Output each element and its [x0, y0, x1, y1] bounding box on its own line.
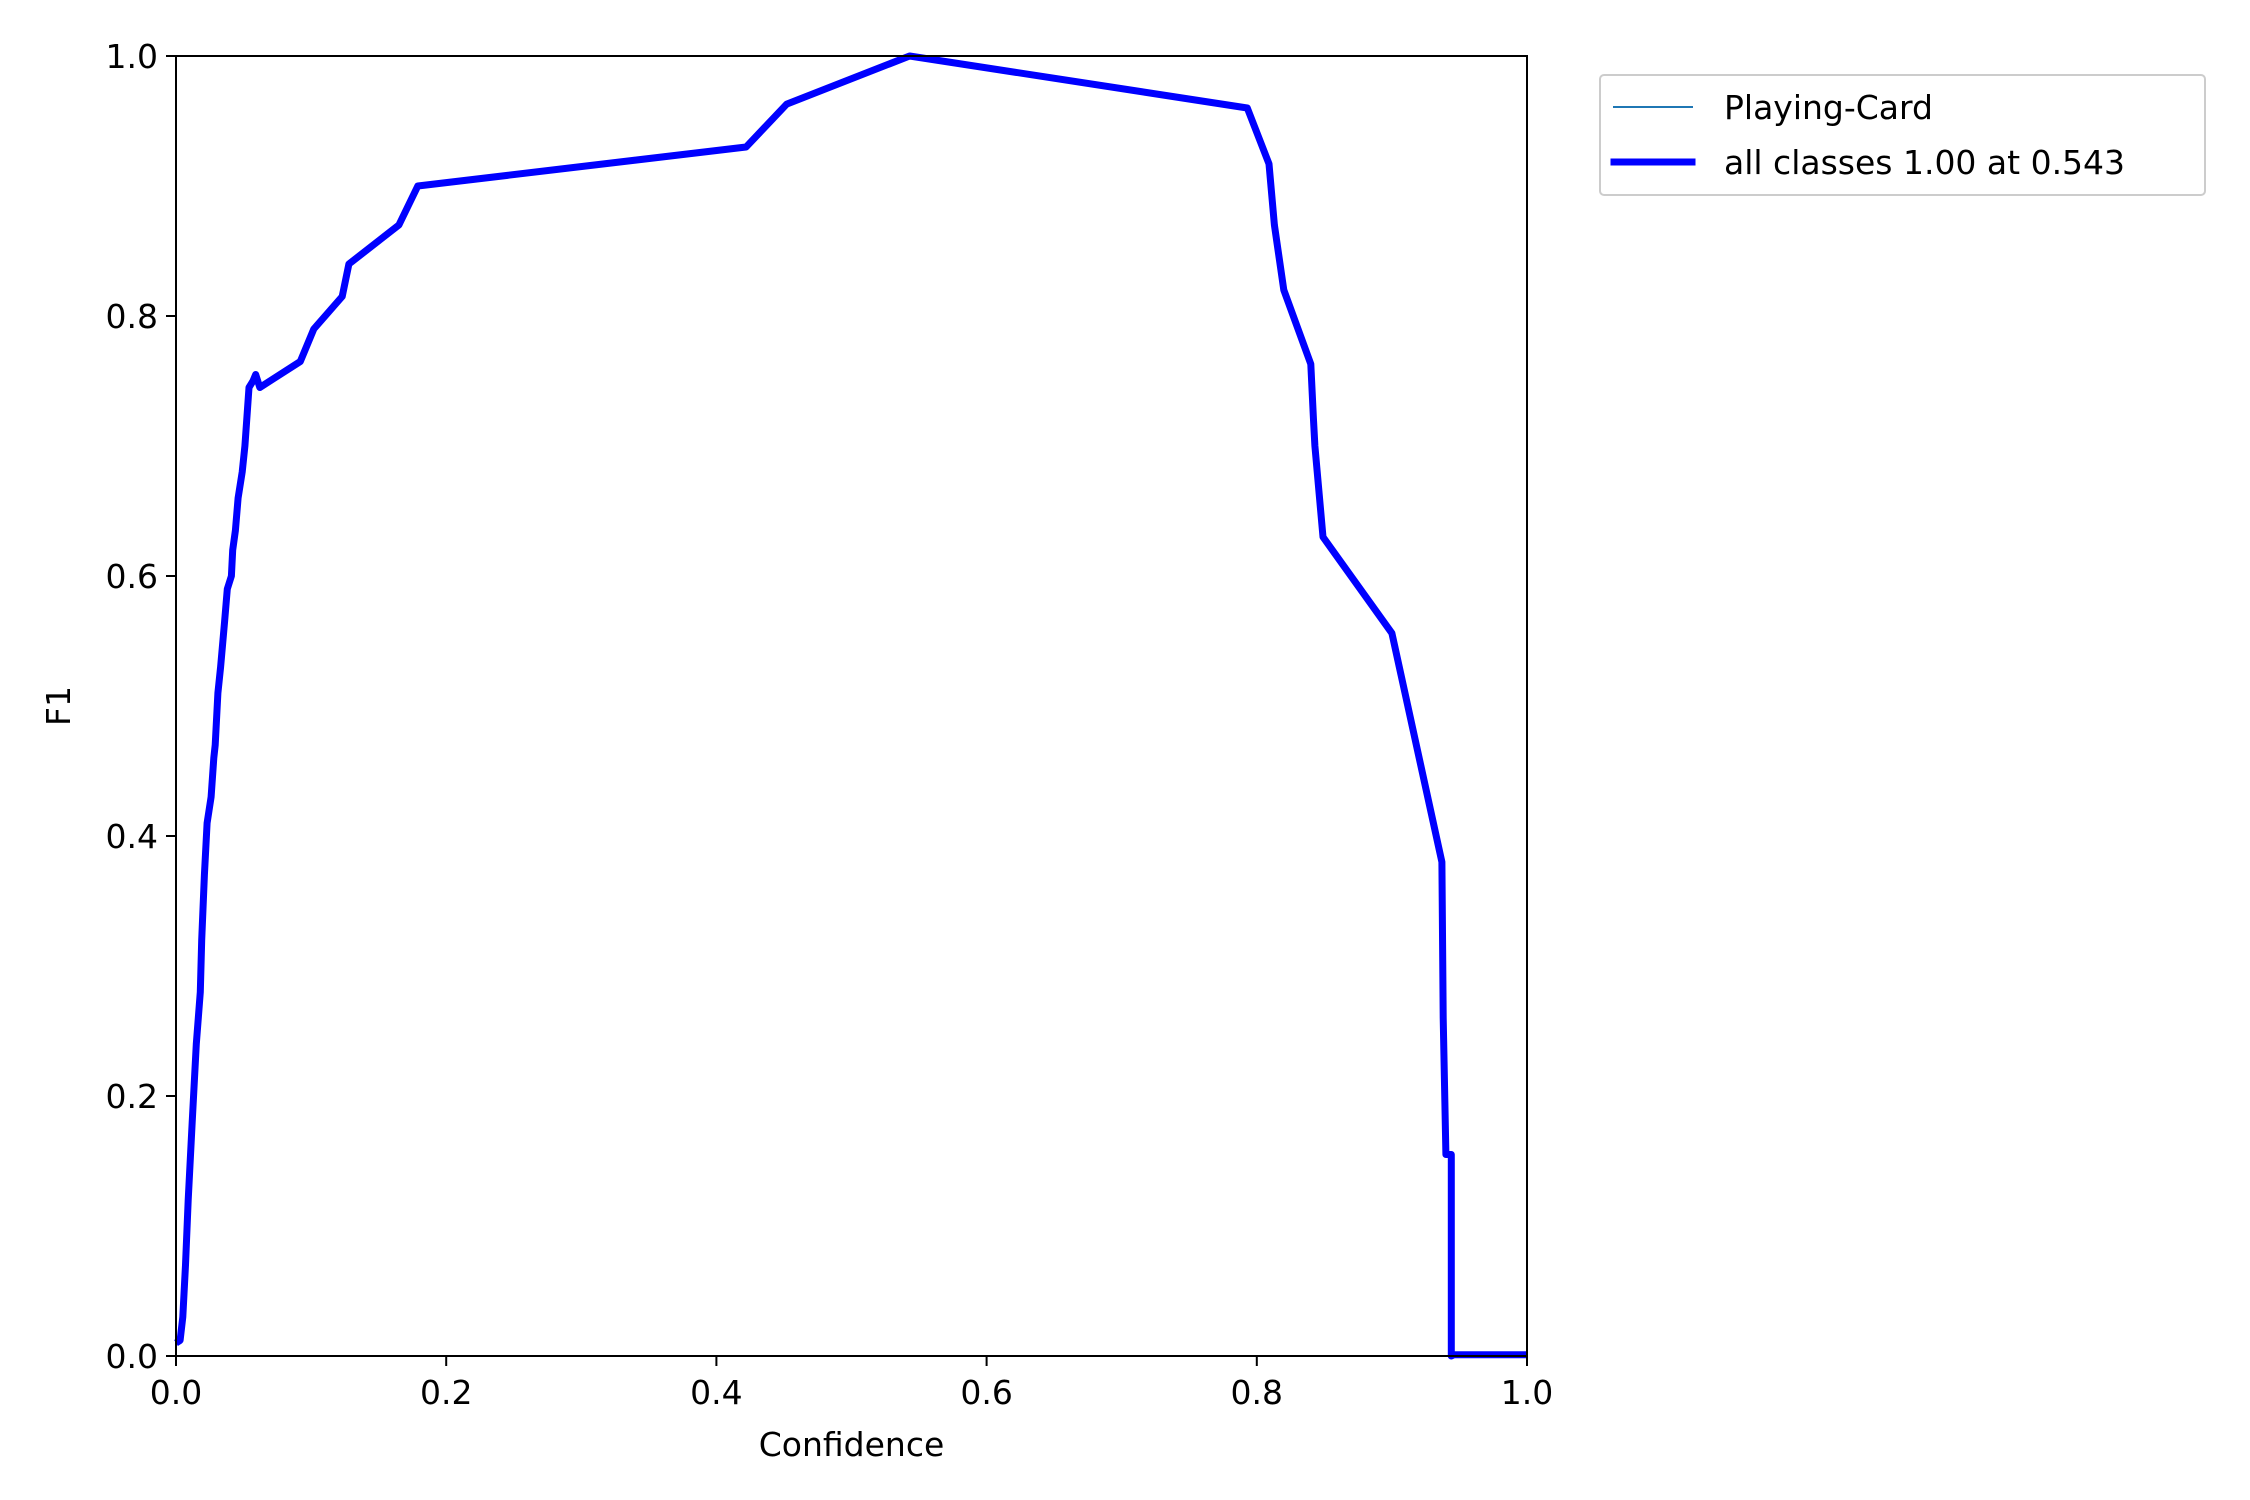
- y-tick-label: 0.0: [106, 1337, 158, 1376]
- y-tick-label: 0.6: [106, 557, 158, 596]
- x-axis-label: Confidence: [759, 1425, 945, 1464]
- y-axis-ticks: 0.0 0.2 0.4 0.6 0.8 1.0: [106, 37, 176, 1376]
- y-tick-label: 1.0: [106, 37, 158, 76]
- x-tick-label: 1.0: [1501, 1373, 1553, 1412]
- x-tick-label: 0.0: [150, 1373, 202, 1412]
- y-tick-label: 0.4: [106, 817, 158, 856]
- y-tick-label: 0.2: [106, 1077, 158, 1116]
- x-tick-label: 0.6: [960, 1373, 1012, 1412]
- legend-box: [1599, 74, 2206, 196]
- y-axis-label: F1: [39, 686, 78, 726]
- y-tick-label: 0.8: [106, 297, 158, 336]
- x-tick-label: 0.4: [690, 1373, 742, 1412]
- x-axis-ticks: 0.0 0.2 0.4 0.6 0.8 1.0: [150, 1356, 1553, 1412]
- series-line-all-classes: [174, 52, 1527, 1360]
- plot-frame: [175, 55, 1528, 1357]
- series-layer: [174, 52, 1527, 1360]
- x-tick-label: 0.2: [420, 1373, 472, 1412]
- legend: Playing-Card all classes 1.00 at 0.543: [1599, 74, 2206, 196]
- legend-label-all-classes: all classes 1.00 at 0.543: [1724, 143, 2125, 182]
- x-tick-label: 0.8: [1231, 1373, 1283, 1412]
- legend-label-playing-card: Playing-Card: [1724, 88, 1933, 127]
